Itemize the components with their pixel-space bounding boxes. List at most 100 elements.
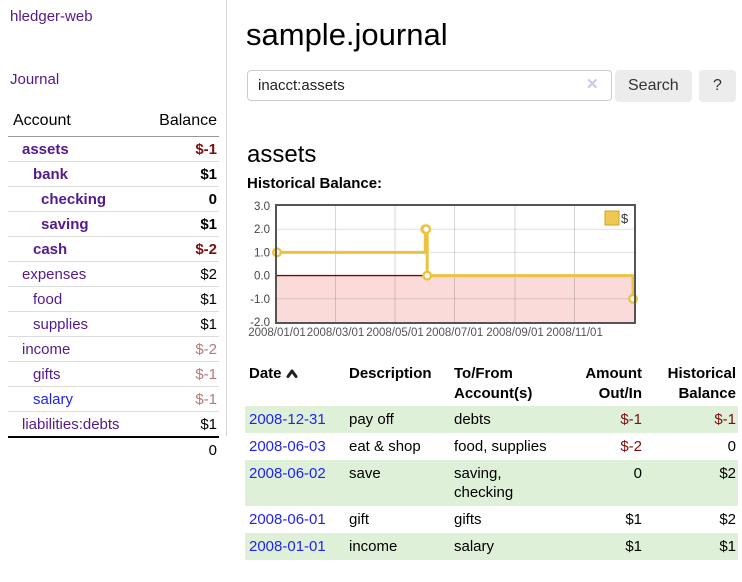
account-name-cell: expenses	[8, 261, 142, 287]
x-axis-tick-label: 2008/09/01	[486, 327, 544, 339]
account-name-cell: saving	[8, 211, 142, 237]
y-axis-tick-label: -1.0	[250, 294, 270, 306]
legend-label: $	[621, 211, 629, 226]
x-axis-tick-label: 2008/05/01	[366, 327, 424, 339]
transaction-date-link[interactable]: 2008-01-01	[249, 538, 326, 555]
account-row: saving $1	[8, 211, 219, 237]
account-link-food[interactable]: food	[33, 290, 63, 308]
column-header-description: Description	[349, 365, 432, 382]
account-link-checking[interactable]: checking	[41, 190, 107, 208]
register-amount-cell: $1	[625, 511, 642, 528]
account-link-cash[interactable]: cash	[33, 240, 68, 258]
register-table: Date Description To/From Account(s) Amou…	[245, 362, 738, 560]
register-accounts-cell: food, supplies	[454, 438, 547, 455]
register-description-cell: income	[349, 538, 398, 555]
account-name-cell: gifts	[8, 361, 142, 387]
search-input[interactable]	[247, 70, 612, 101]
sidebar: hledger-web Journal Account Balance asse…	[0, 0, 226, 582]
register-date-cell: 2008-06-01	[245, 506, 345, 533]
transaction-date-link[interactable]: 2008-06-03	[249, 438, 326, 455]
register-accounts-cell: debts	[454, 411, 491, 428]
y-axis-tick-label: -2.0	[250, 317, 270, 329]
accounts-total-row: 0	[8, 436, 219, 462]
account-balance: $1	[141, 311, 219, 337]
account-link-liabilities-debts[interactable]: liabilities:debts	[22, 415, 120, 433]
account-balance: $1	[141, 211, 219, 237]
account-link-bank[interactable]: bank	[33, 165, 69, 183]
account-name-cell: assets	[8, 136, 142, 162]
register-balance-cell: $1	[719, 538, 736, 555]
register-date-cell: 2008-06-03	[245, 433, 345, 460]
page-title: sample.journal	[246, 16, 448, 52]
account-row: supplies $1	[8, 311, 219, 337]
account-link-expenses[interactable]: expenses	[22, 265, 87, 283]
account-link-income[interactable]: income	[22, 340, 71, 358]
accounts-header-balance: Balance	[141, 108, 219, 137]
register-balance-cell: $-1	[714, 411, 736, 428]
chart-negative-region	[277, 275, 634, 322]
transaction-date-link[interactable]: 2008-12-31	[249, 411, 326, 428]
register-description-cell: gift	[349, 511, 370, 528]
chart-title: Historical Balance:	[247, 175, 383, 192]
account-link-supplies[interactable]: supplies	[33, 315, 89, 333]
account-row: expenses $2	[8, 261, 219, 287]
account-name-cell: checking	[8, 186, 142, 212]
search-button[interactable]: Search	[615, 70, 692, 102]
register-row: 2008-06-01 gift gifts $1 $2	[245, 506, 738, 533]
legend-swatch	[604, 210, 620, 226]
search-form: ✕ Search ?	[247, 70, 742, 102]
accounts-total-spacer	[8, 436, 142, 462]
x-axis-tick-label: 2008/07/01	[426, 327, 484, 339]
account-link-assets[interactable]: assets	[22, 140, 69, 158]
account-link-salary[interactable]: salary	[33, 390, 74, 408]
column-header-date[interactable]: Date	[245, 362, 345, 406]
register-balance-cell: 0	[727, 438, 736, 455]
column-header-amount: Amount Out/In	[585, 365, 642, 402]
register-balance-cell: $2	[719, 465, 736, 482]
account-row: assets $-1	[8, 136, 219, 162]
transaction-date-link[interactable]: 2008-06-01	[249, 511, 326, 528]
help-button[interactable]: ?	[699, 70, 736, 102]
register-accounts-cell: salary	[454, 538, 495, 555]
nav-journal-link[interactable]: Journal	[10, 71, 60, 88]
brand-link[interactable]: hledger-web	[10, 8, 93, 25]
account-heading: assets	[247, 140, 317, 168]
register-description-cell: eat & shop	[349, 438, 421, 455]
account-name-cell: supplies	[8, 311, 142, 337]
accounts-total-value: 0	[141, 436, 219, 462]
register-accounts-cell: gifts	[454, 511, 482, 528]
x-axis-tick-label: 2008/03/01	[307, 327, 365, 339]
register-amount-cell: $-2	[620, 438, 642, 455]
account-name-cell: food	[8, 286, 142, 312]
account-link-saving[interactable]: saving	[41, 215, 89, 233]
register-date-cell: 2008-01-01	[245, 533, 345, 560]
y-axis-tick-label: 2.0	[254, 224, 270, 236]
chart-border	[275, 204, 636, 324]
register-row: 2008-06-02 save saving, checking 0 $2	[245, 460, 738, 506]
register-row: 2008-01-01 income salary $1 $1	[245, 533, 738, 560]
main-content: sample.journal ✕ Search ? assets Histori…	[245, 0, 742, 582]
account-row: food $1	[8, 286, 219, 312]
register-date-cell: 2008-12-31	[245, 406, 345, 433]
y-axis-tick-label: 3.0	[254, 201, 270, 213]
account-balance: $1	[141, 161, 219, 187]
register-date-cell: 2008-06-02	[245, 460, 345, 506]
register-row: 2008-06-03 eat & shop food, supplies $-2 0	[245, 433, 738, 460]
sidebar-divider	[226, 0, 227, 436]
account-balance: $-2	[141, 236, 219, 262]
sort-ascending-icon	[286, 365, 298, 385]
transaction-date-link[interactable]: 2008-06-02	[249, 465, 326, 482]
account-row: gifts $-1	[8, 361, 219, 387]
account-balance: $1	[141, 411, 219, 438]
account-name-cell: cash	[8, 236, 142, 262]
column-header-date-label: Date	[249, 365, 282, 382]
account-row: salary $-1	[8, 386, 219, 412]
register-description-cell: save	[349, 465, 381, 482]
account-balance: 0	[141, 186, 219, 212]
y-axis-tick-label: 1.0	[254, 247, 270, 259]
account-row: liabilities:debts $1	[8, 411, 219, 438]
clear-search-icon[interactable]: ✕	[586, 76, 599, 93]
account-link-gifts[interactable]: gifts	[33, 365, 61, 383]
x-axis-tick-label: 2008/11/01	[546, 327, 603, 339]
